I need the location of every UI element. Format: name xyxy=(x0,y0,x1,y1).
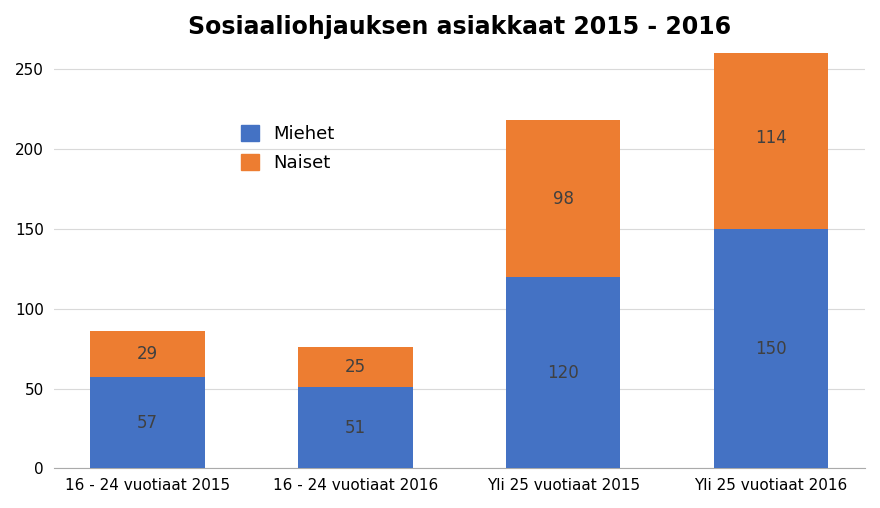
Title: Sosiaaliohjauksen asiakkaat 2015 - 2016: Sosiaaliohjauksen asiakkaat 2015 - 2016 xyxy=(187,15,731,39)
Bar xyxy=(298,387,413,468)
Text: 150: 150 xyxy=(755,340,787,358)
Text: 120: 120 xyxy=(547,364,579,382)
Bar xyxy=(714,47,828,229)
Text: 98: 98 xyxy=(553,189,574,208)
Legend: Miehet, Naiset: Miehet, Naiset xyxy=(241,124,335,172)
Text: 51: 51 xyxy=(345,419,366,436)
Text: 25: 25 xyxy=(345,358,366,376)
Text: 114: 114 xyxy=(755,129,787,147)
Bar xyxy=(506,277,620,468)
Text: 57: 57 xyxy=(137,414,158,432)
Bar xyxy=(506,120,620,277)
Bar xyxy=(91,377,205,468)
Text: 29: 29 xyxy=(137,345,158,363)
Bar xyxy=(298,347,413,387)
Bar xyxy=(91,331,205,377)
Bar xyxy=(714,229,828,468)
